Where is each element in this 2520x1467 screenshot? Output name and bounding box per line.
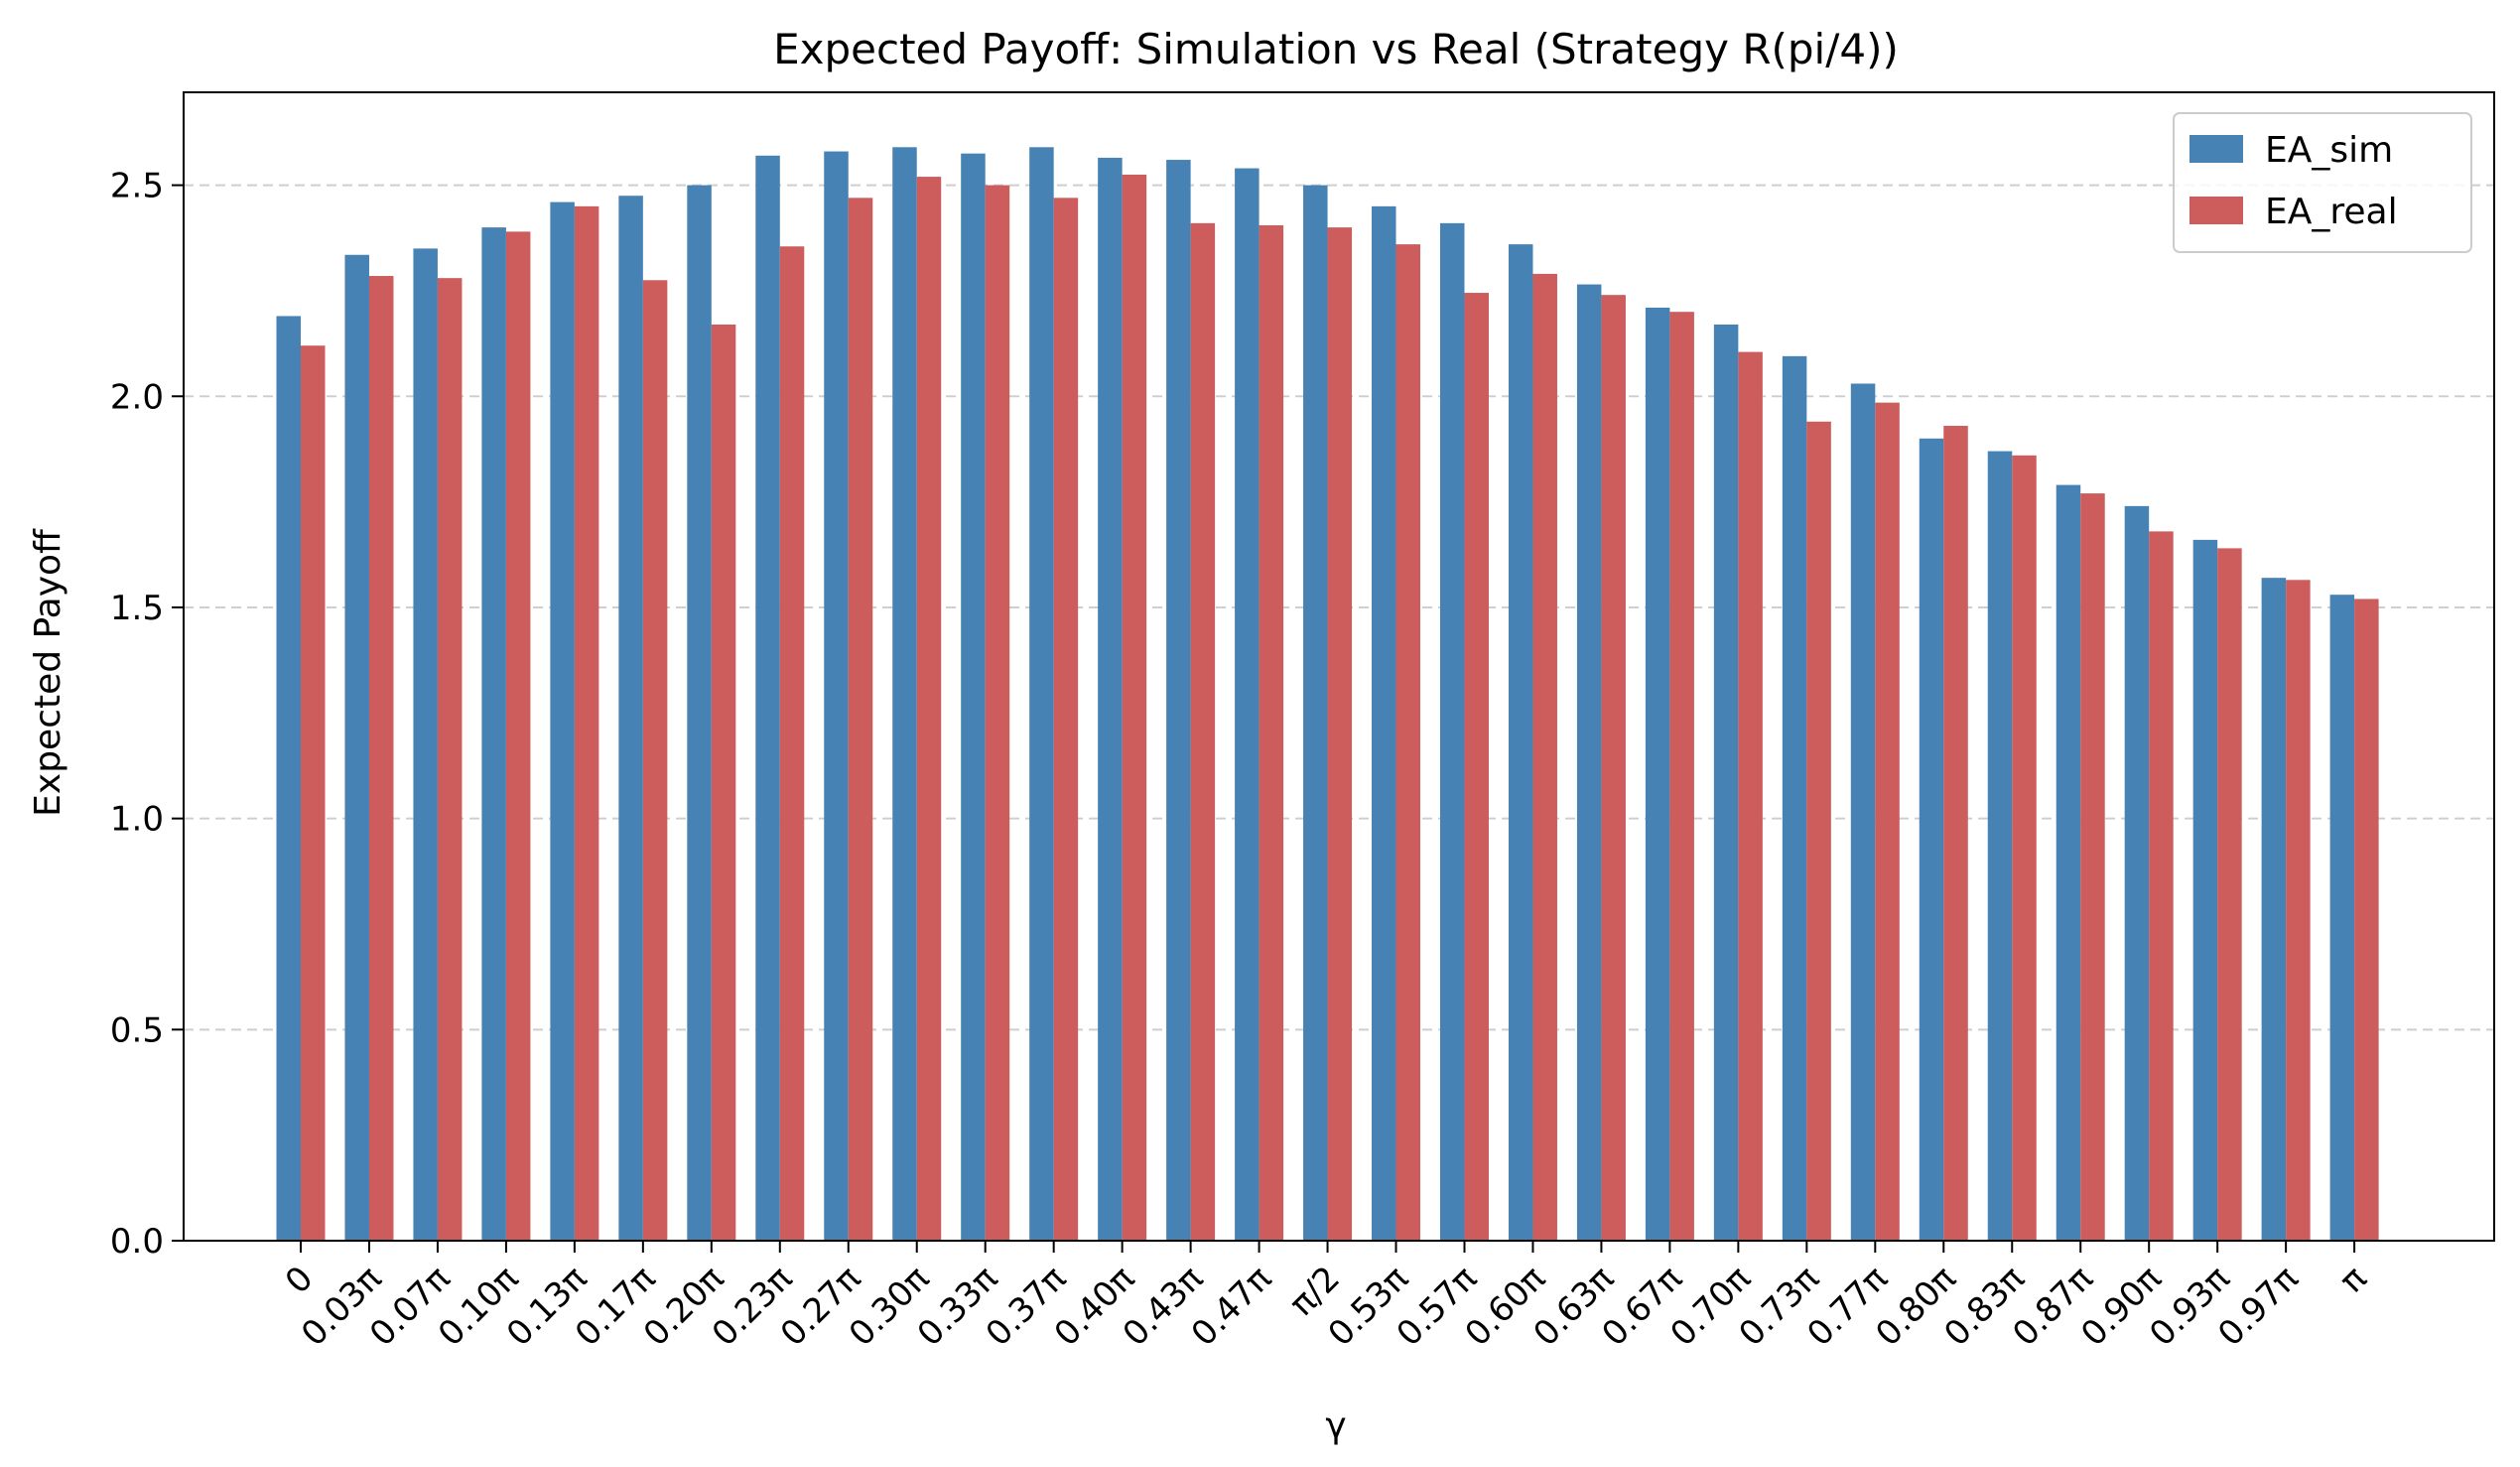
bar-ea-sim: [2192, 539, 2218, 1241]
bar-ea-sim: [2124, 505, 2150, 1241]
bar-ea-real: [574, 205, 599, 1242]
bar-ea-sim: [1713, 324, 1739, 1241]
x-axis: 00.03π0.07π0.10π0.13π0.17π0.20π0.23π0.27…: [278, 1241, 2375, 1354]
bar-ea-real: [437, 278, 463, 1242]
legend-label-ea-sim: EA_sim: [2265, 130, 2393, 171]
bar-ea-sim: [1372, 205, 1396, 1242]
x-tick-label: 0: [278, 1259, 322, 1302]
bar-ea-real: [2080, 493, 2105, 1242]
bar-ea-sim: [1782, 355, 1807, 1242]
bar-ea-real: [301, 345, 326, 1241]
bar-ea-sim: [1029, 147, 1054, 1241]
bar-ea-real: [985, 185, 1010, 1241]
y-tick-label: 0.5: [110, 1010, 164, 1050]
bar-ea-real: [1943, 426, 1968, 1242]
bar-ea-sim: [1645, 307, 1670, 1241]
bar-ea-real: [1259, 224, 1284, 1241]
bar-ea-sim: [824, 151, 849, 1241]
y-tick-label: 2.0: [110, 377, 164, 417]
plot-frame: [183, 91, 2495, 1242]
bars: [276, 147, 2379, 1242]
bar-ea-real: [1395, 244, 1421, 1242]
bar-ea-real: [1738, 351, 1763, 1242]
bar-ea-real: [1806, 421, 1831, 1242]
chart-title: Expected Payoff: Simulation vs Real (Str…: [773, 25, 1899, 73]
bar-ea-sim: [1166, 160, 1191, 1241]
legend-box: [2173, 112, 2472, 253]
bar-ea-real: [1601, 295, 1626, 1241]
bar-ea-sim: [1508, 244, 1533, 1242]
bar-ea-real: [1053, 198, 1079, 1241]
bar-ea-sim: [1576, 284, 1602, 1242]
bar-ea-sim: [2056, 484, 2081, 1241]
bar-ea-sim: [344, 254, 369, 1241]
bar-ea-real: [2354, 599, 2379, 1241]
bar-ea-sim: [1439, 222, 1465, 1241]
bar-ea-sim: [687, 185, 712, 1241]
bar-ea-sim: [1303, 185, 1328, 1241]
legend-label-ea-real: EA_real: [2265, 192, 2398, 232]
bar-ea-sim: [1235, 168, 1260, 1242]
bar-ea-sim: [618, 196, 643, 1241]
bar-ea-sim: [1987, 451, 2013, 1241]
bar-ea-sim: [2261, 578, 2287, 1241]
bar-ea-sim: [2329, 595, 2355, 1241]
bar-ea-real: [1122, 174, 1147, 1242]
bar-ea-real: [2286, 580, 2311, 1241]
bar-ea-sim: [755, 155, 780, 1241]
bar-ea-sim: [961, 153, 986, 1241]
bar-ea-real: [368, 276, 394, 1241]
bar-ea-real: [1875, 402, 1900, 1241]
x-tick-label: π: [2332, 1259, 2375, 1301]
bar-ea-sim: [1098, 157, 1123, 1241]
y-tick-label: 1.0: [110, 800, 164, 840]
y-tick-label: 2.5: [110, 167, 164, 206]
legend: EA_sim EA_real: [2173, 112, 2472, 253]
legend-swatch-ea-sim: [2189, 135, 2243, 163]
bar-ea-real: [1532, 273, 1557, 1241]
x-tick-label: 0.47π: [1184, 1259, 1279, 1354]
bar-ea-sim: [1850, 383, 1876, 1241]
bar-ea-sim: [413, 248, 438, 1241]
bar-ea-sim: [276, 316, 301, 1242]
y-tick-label: 0.0: [110, 1222, 164, 1262]
y-tick-label: 1.5: [110, 589, 164, 628]
y-axis-label: Expected Payoff: [28, 528, 68, 817]
bar-ea-sim: [550, 201, 575, 1241]
bar-ea-real: [1669, 312, 1694, 1241]
bar-ea-real: [1190, 222, 1216, 1241]
bar-ea-sim: [481, 227, 506, 1241]
bar-ea-real: [711, 324, 736, 1241]
bar-ea-real: [848, 198, 873, 1241]
bar-ea-real: [1327, 227, 1353, 1241]
bar-ea-real: [2217, 548, 2242, 1241]
x-tick-label: 0.97π: [2210, 1259, 2306, 1354]
bar-ea-real: [642, 280, 668, 1242]
bar-ea-sim: [892, 147, 917, 1241]
bar-ea-real: [2012, 455, 2037, 1241]
bar-ea-real: [505, 231, 531, 1241]
bar-ea-real: [916, 177, 942, 1242]
bar-ea-sim: [1919, 438, 1944, 1241]
bar-ea-real: [779, 246, 805, 1242]
x-axis-label: γ: [1325, 1405, 1346, 1446]
y-axis: 0.0 0.5 1.0 1.5 2.0 2.5: [110, 167, 184, 1262]
legend-swatch-ea-real: [2189, 197, 2243, 224]
bar-ea-real: [2149, 531, 2174, 1241]
bar-ea-real: [1464, 293, 1489, 1241]
